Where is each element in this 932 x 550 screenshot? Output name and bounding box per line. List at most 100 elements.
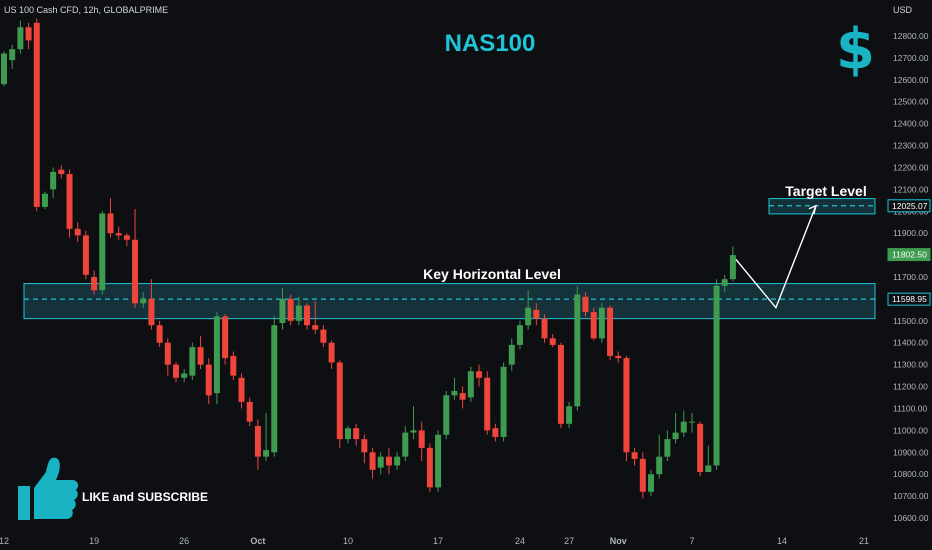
candle-body: [549, 338, 556, 345]
candle-body: [164, 342, 171, 365]
thumbs-up-icon[interactable]: [14, 450, 80, 522]
price-tick-label: 12500.00: [893, 97, 929, 107]
price-tick-label: 12600.00: [893, 75, 929, 85]
candle-body: [566, 406, 573, 424]
price-tick-label: 10900.00: [893, 447, 929, 457]
candle-body: [500, 366, 507, 437]
candle-body: [369, 452, 376, 470]
candle-body: [74, 228, 81, 236]
time-tick-label: Nov: [610, 536, 627, 546]
time-tick-label: 26: [179, 536, 189, 546]
price-tick-label: 11500.00: [893, 316, 928, 326]
candle-body: [271, 325, 278, 453]
candle-body: [172, 364, 179, 378]
key-level-zone: [23, 283, 876, 320]
price-tick-label: 12200.00: [893, 162, 929, 172]
price-tick-label: 11000.00: [893, 425, 928, 435]
annotation-zones: [23, 198, 876, 320]
candle-body: [631, 452, 638, 459]
currency-label: USD: [893, 5, 913, 15]
candle-body: [705, 465, 712, 473]
price-tag-box: [887, 292, 931, 306]
candle-body: [697, 423, 704, 473]
candle-body: [230, 355, 237, 376]
candle-body: [394, 456, 401, 466]
key-level-label: Key Horizontal Level: [423, 266, 561, 282]
candle-body: [467, 371, 474, 398]
candle-body: [525, 307, 532, 326]
time-axis: 12 19 26 Oct 10 17 24 27 Nov 7 14 21: [0, 536, 869, 546]
candle-body: [426, 447, 433, 488]
candle-body: [107, 213, 114, 234]
candle-body: [639, 458, 646, 492]
projection-path: [735, 205, 817, 310]
candle-body: [25, 27, 32, 41]
candle-body: [9, 49, 16, 61]
price-tick-label: 11700.00: [893, 272, 928, 282]
price-tick-label: 11900.00: [893, 228, 928, 238]
candle-body: [254, 425, 261, 457]
time-tick-label: 21: [859, 536, 869, 546]
candle-body: [205, 364, 212, 396]
price-tick-label: 12700.00: [893, 53, 929, 63]
candle-body: [459, 393, 466, 400]
annotation-overlay: Key Horizontal Level Target Level: [423, 183, 867, 310]
candle-body: [607, 307, 614, 356]
price-tag-box: [887, 199, 931, 213]
candle-body: [418, 430, 425, 448]
candle-body: [50, 171, 57, 190]
candle-body: [222, 316, 229, 359]
candle-body: [123, 235, 130, 240]
candle-body: [541, 318, 548, 339]
candle-body: [295, 305, 302, 321]
time-tick-label: Oct: [250, 536, 265, 546]
time-tick-label: 19: [89, 536, 99, 546]
like-subscribe-text[interactable]: LIKE and SUBSCRIBE: [82, 490, 209, 504]
candle-body: [17, 27, 24, 50]
candle-body: [664, 439, 671, 457]
price-axis: 12800.00 12700.00 12600.00 12500.00 12400.00…: [887, 31, 931, 523]
time-tick-label: 14: [777, 536, 787, 546]
projection-arrowhead: [808, 204, 817, 214]
candle-body: [516, 325, 523, 345]
candle-body: [435, 434, 442, 488]
candle-body: [91, 277, 98, 291]
candle-body: [115, 233, 122, 236]
candle-body: [320, 329, 327, 343]
candle-body: [492, 428, 499, 437]
candle-body: [729, 255, 736, 280]
candles: [1, 18, 736, 499]
price-tag-label: 11598.95: [892, 294, 927, 304]
candle-body: [353, 428, 360, 440]
candle-body: [99, 213, 106, 291]
chart-title: NAS100: [444, 30, 536, 57]
candle-body: [279, 298, 286, 324]
candle-body: [402, 432, 409, 457]
price-tick-label: 11400.00: [893, 338, 928, 348]
time-tick-label: 10: [343, 536, 353, 546]
time-tick-label: 12: [0, 536, 9, 546]
candle-body: [582, 296, 589, 313]
candle-body: [287, 298, 294, 321]
candle-body: [156, 325, 163, 343]
price-tick-label: 11200.00: [893, 382, 928, 392]
candle-body: [410, 430, 417, 433]
candle-body: [328, 342, 335, 363]
candle-body: [713, 285, 720, 466]
price-tag-label: 12025.07: [892, 201, 928, 211]
candle-body: [451, 390, 458, 396]
candle-body: [197, 347, 204, 365]
candle-body: [721, 279, 728, 286]
dollar-icon: $: [836, 17, 875, 82]
price-tick-label: 10700.00: [893, 491, 929, 501]
candle-body: [557, 344, 564, 424]
candle-body: [533, 309, 540, 319]
candle-body: [140, 298, 147, 304]
candle-body: [656, 456, 663, 475]
price-tag-label: 11802.50: [892, 250, 927, 260]
candle-body: [246, 401, 253, 422]
candle-body: [648, 474, 655, 492]
candle-body: [574, 294, 581, 407]
candle-body: [336, 362, 343, 440]
